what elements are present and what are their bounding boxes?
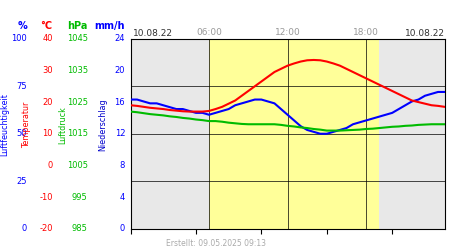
Text: 75: 75 xyxy=(16,82,27,91)
Text: 20: 20 xyxy=(42,98,53,106)
Text: °C: °C xyxy=(40,21,53,31)
Text: 985: 985 xyxy=(72,224,88,233)
Text: 40: 40 xyxy=(42,34,53,43)
Text: Temperatur: Temperatur xyxy=(22,102,31,148)
Text: 100: 100 xyxy=(11,34,27,43)
Text: 0: 0 xyxy=(120,224,125,233)
Text: 24: 24 xyxy=(115,34,125,43)
Text: 10.08.22: 10.08.22 xyxy=(133,28,173,38)
Text: 10: 10 xyxy=(42,129,53,138)
Text: 0: 0 xyxy=(22,224,27,233)
Text: 25: 25 xyxy=(17,177,27,186)
Bar xyxy=(209,39,379,229)
Text: 4: 4 xyxy=(120,192,125,202)
Text: 1045: 1045 xyxy=(67,34,88,43)
Text: 10.08.22: 10.08.22 xyxy=(405,28,445,38)
Text: hPa: hPa xyxy=(68,21,88,31)
Text: Luftdruck: Luftdruck xyxy=(58,106,68,144)
Text: 1025: 1025 xyxy=(67,98,88,106)
Text: 0: 0 xyxy=(47,161,53,170)
Text: 1035: 1035 xyxy=(67,66,88,75)
Text: 1005: 1005 xyxy=(67,161,88,170)
Text: 8: 8 xyxy=(120,161,125,170)
Text: mm/h: mm/h xyxy=(94,21,125,31)
Text: 1015: 1015 xyxy=(67,129,88,138)
Text: 995: 995 xyxy=(72,192,88,202)
Text: 20: 20 xyxy=(115,66,125,75)
Text: 30: 30 xyxy=(42,66,53,75)
Text: -10: -10 xyxy=(39,192,53,202)
Text: Erstellt: 09.05.2025 09:13: Erstellt: 09.05.2025 09:13 xyxy=(166,238,266,248)
Text: %: % xyxy=(17,21,27,31)
Text: 16: 16 xyxy=(114,98,125,106)
Text: Niederschlag: Niederschlag xyxy=(98,99,107,151)
Text: Luftfeuchtigkeit: Luftfeuchtigkeit xyxy=(0,94,9,156)
Text: 50: 50 xyxy=(17,129,27,138)
Text: -20: -20 xyxy=(39,224,53,233)
Text: 12: 12 xyxy=(115,129,125,138)
